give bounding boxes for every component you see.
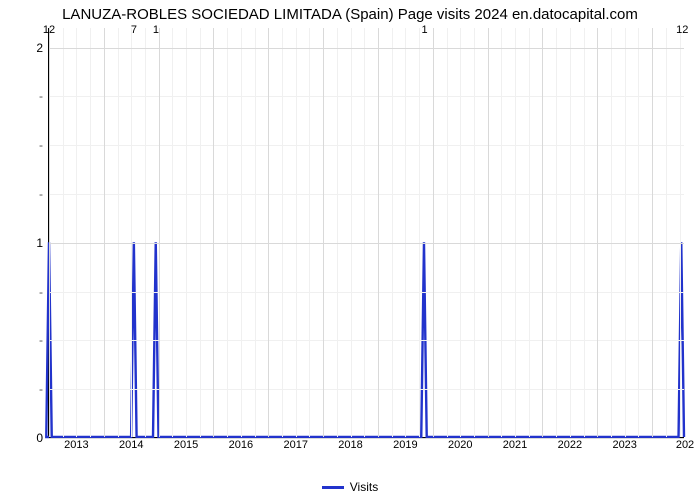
- legend: Visits: [0, 480, 700, 494]
- x-tick-label: 2023: [612, 439, 636, 451]
- grid-minor-v: [255, 28, 256, 437]
- grid-minor-v: [296, 28, 297, 437]
- grid-major-v: [542, 28, 543, 437]
- grid-major-h: [49, 243, 684, 244]
- grid-minor-v: [118, 28, 119, 437]
- legend-label: Visits: [350, 480, 378, 494]
- grid-major-v: [652, 28, 653, 437]
- legend-swatch: [322, 486, 344, 489]
- grid-minor-h: [49, 292, 684, 293]
- x-tick-label-clipped: 202: [676, 439, 694, 451]
- y-minor-dash: -: [39, 382, 49, 396]
- grid-minor-v: [405, 28, 406, 437]
- grid-minor-h: [49, 389, 684, 390]
- grid-minor-v: [638, 28, 639, 437]
- grid-minor-v: [351, 28, 352, 437]
- grid-major-v: [49, 28, 50, 437]
- grid-minor-v: [570, 28, 571, 437]
- grid-minor-v: [460, 28, 461, 437]
- grid-minor-v: [337, 28, 338, 437]
- x-tick-label: 2016: [229, 439, 253, 451]
- grid-major-h: [49, 438, 684, 439]
- plot-area: 012------2013201420152016201720182019202…: [48, 28, 684, 438]
- y-tick-label: 2: [36, 41, 49, 55]
- y-minor-dash: -: [39, 138, 49, 152]
- grid-minor-v: [364, 28, 365, 437]
- chart-container: LANUZA-ROBLES SOCIEDAD LIMITADA (Spain) …: [0, 0, 700, 500]
- grid-minor-v: [241, 28, 242, 437]
- grid-major-v: [597, 28, 598, 437]
- grid-minor-h: [49, 194, 684, 195]
- grid-minor-v: [474, 28, 475, 437]
- spike-value-label: 12: [676, 24, 688, 26]
- x-tick-label: 2022: [558, 439, 582, 451]
- x-tick-label: 2017: [283, 439, 307, 451]
- grid-major-v: [433, 28, 434, 437]
- grid-minor-v: [529, 28, 530, 437]
- grid-minor-v: [392, 28, 393, 437]
- grid-major-v: [323, 28, 324, 437]
- grid-major-v: [268, 28, 269, 437]
- grid-minor-v: [63, 28, 64, 437]
- grid-minor-v: [186, 28, 187, 437]
- grid-minor-v: [419, 28, 420, 437]
- grid-minor-v: [76, 28, 77, 437]
- grid-major-v: [159, 28, 160, 437]
- spike-value-label: 7: [131, 24, 137, 26]
- grid-minor-v: [145, 28, 146, 437]
- y-minor-dash: -: [39, 187, 49, 201]
- grid-minor-v: [611, 28, 612, 437]
- grid-minor-v: [680, 28, 681, 437]
- chart-title: LANUZA-ROBLES SOCIEDAD LIMITADA (Spain) …: [0, 6, 700, 23]
- x-tick-label: 2021: [503, 439, 527, 451]
- grid-minor-v: [556, 28, 557, 437]
- grid-minor-v: [625, 28, 626, 437]
- x-tick-label: 2013: [64, 439, 88, 451]
- grid-minor-v: [515, 28, 516, 437]
- grid-major-v: [213, 28, 214, 437]
- grid-minor-v: [227, 28, 228, 437]
- spike-value-label: 1: [422, 24, 428, 26]
- grid-minor-v: [447, 28, 448, 437]
- y-minor-dash: -: [39, 333, 49, 347]
- y-minor-dash: -: [39, 285, 49, 299]
- grid-minor-v: [309, 28, 310, 437]
- grid-minor-v: [584, 28, 585, 437]
- grid-minor-v: [200, 28, 201, 437]
- x-tick-label: 2014: [119, 439, 143, 451]
- grid-minor-v: [131, 28, 132, 437]
- y-tick-label: 0: [36, 431, 49, 445]
- x-tick-label: 2019: [393, 439, 417, 451]
- grid-major-v: [488, 28, 489, 437]
- grid-minor-h: [49, 145, 684, 146]
- grid-major-h: [49, 48, 684, 49]
- grid-minor-v: [666, 28, 667, 437]
- grid-major-v: [378, 28, 379, 437]
- grid-major-v: [104, 28, 105, 437]
- spike-value-label: 12: [43, 24, 55, 26]
- y-minor-dash: -: [39, 89, 49, 103]
- grid-minor-v: [90, 28, 91, 437]
- grid-minor-v: [501, 28, 502, 437]
- x-tick-label: 2018: [338, 439, 362, 451]
- grid-minor-h: [49, 340, 684, 341]
- y-tick-label: 1: [36, 236, 49, 250]
- grid-minor-v: [282, 28, 283, 437]
- x-tick-label: 2015: [174, 439, 198, 451]
- grid-minor-v: [172, 28, 173, 437]
- x-tick-label: 2020: [448, 439, 472, 451]
- grid-minor-h: [49, 96, 684, 97]
- spike-value-label: 1: [153, 24, 159, 26]
